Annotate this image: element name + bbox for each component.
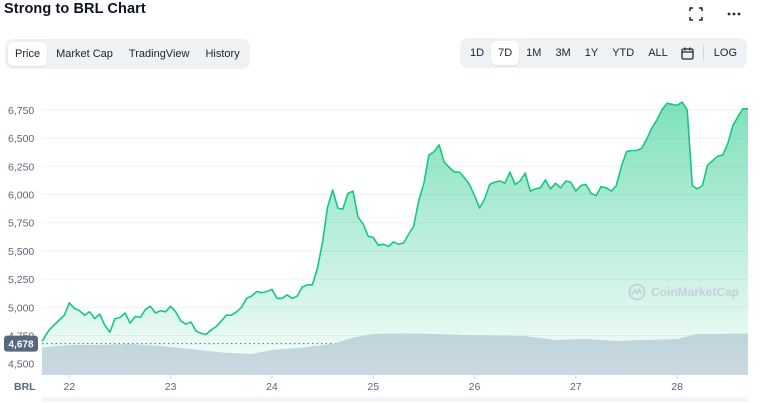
range-divider (702, 45, 704, 61)
range-ytd[interactable]: YTD (612, 47, 635, 59)
coinmarketcap-watermark: CoinMarketCap (628, 283, 739, 301)
log-toggle[interactable]: LOG (713, 47, 737, 59)
range-all[interactable]: ALL (648, 47, 668, 59)
x-tick-label: 24 (266, 381, 278, 393)
watermark-text: CoinMarketCap (651, 285, 740, 299)
currency-label: BRL (14, 381, 36, 393)
range-scroller (42, 397, 748, 402)
price-series-line (41, 101, 748, 342)
chart-type-tabs: Price Market Cap TradingView History (5, 39, 250, 69)
range-1d[interactable]: 1D (470, 47, 485, 59)
y-tick-label: 5,250 (8, 274, 34, 286)
range-7d[interactable]: 7D (491, 41, 520, 65)
x-tick-label: 23 (165, 381, 177, 393)
badge-bg (4, 335, 38, 352)
price-chart[interactable]: 6,750 6,500 6,250 6,000 5,750 5,500 5,250 5,000… (0, 85, 764, 403)
y-tick-label: 6,750 (8, 105, 34, 117)
price-line (41, 101, 748, 342)
current-price-badge: 4,678 (4, 335, 38, 352)
range-1m[interactable]: 1M (526, 47, 542, 59)
x-tick-label: 22 (64, 381, 76, 393)
tab-price[interactable]: Price (8, 42, 48, 66)
fullscreen-icon[interactable] (686, 4, 706, 24)
badge-value: 4,678 (8, 340, 33, 351)
chart-actions (686, 4, 744, 24)
y-tick-label: 6,250 (8, 161, 34, 173)
price-area (42, 102, 748, 375)
y-tick-label: 6,500 (8, 133, 34, 145)
x-tick-label: 26 (469, 381, 481, 393)
range-1y[interactable]: 1Y (584, 47, 599, 59)
x-tick-label: 25 (367, 381, 379, 393)
range-3m[interactable]: 3M (555, 47, 571, 59)
calendar-icon[interactable] (675, 41, 700, 65)
y-tick-label: 6,000 (8, 190, 34, 202)
x-axis: BRL 22 23 24 25 26 27 28 (14, 375, 748, 402)
coinmarketcap-logo-icon (628, 283, 646, 301)
tab-history[interactable]: History (205, 48, 240, 60)
y-tick-label: 4,500 (8, 359, 34, 371)
more-icon[interactable] (724, 4, 744, 24)
y-tick-label: 5,000 (8, 302, 34, 314)
chart-title: Strong to BRL Chart (4, 1, 146, 17)
y-tick-label: 5,500 (8, 246, 34, 258)
price-area-fill (42, 102, 748, 375)
x-tick-label: 27 (570, 381, 582, 393)
x-tick-label: 28 (671, 381, 683, 393)
y-tick-label: 5,750 (8, 218, 34, 230)
y-axis: 6,750 6,500 6,250 6,000 5,750 5,500 5,250 5,000… (8, 105, 34, 371)
tab-tradingview[interactable]: TradingView (128, 48, 190, 60)
tab-market-cap[interactable]: Market Cap (56, 48, 113, 60)
time-range-selector: 1D 7D 1M 3M 1Y YTD ALL LOG (460, 38, 747, 68)
